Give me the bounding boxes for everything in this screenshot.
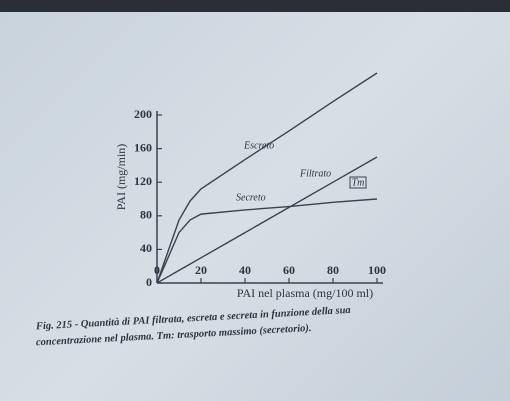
x-tick-label: 0 [154, 263, 160, 277]
x-tick-label: 80 [327, 263, 339, 277]
x-axis-label: PAI nel plasma (mg/100 ml) [237, 286, 373, 300]
y-tick-label: 0 [146, 275, 152, 289]
x-tick-label: 60 [283, 263, 295, 277]
slide: PAI (mg/min) PAI nel plasma (mg/100 ml) … [0, 12, 510, 401]
series-line [157, 73, 377, 283]
y-tick-label: 160 [134, 140, 152, 154]
y-tick-label: 80 [140, 208, 152, 222]
x-tick-label: 40 [239, 263, 251, 277]
series-label: Filtrato [299, 168, 331, 179]
y-tick-label: 120 [134, 174, 152, 188]
y-axis-label: PAI (mg/min) [114, 144, 128, 211]
series-line [157, 199, 377, 283]
series-label: Secreto [236, 192, 266, 203]
x-tick-label: 100 [368, 263, 386, 277]
annotation: Tm [352, 177, 365, 188]
x-tick-label: 20 [195, 263, 207, 277]
series-label: Escreto [243, 140, 274, 151]
y-tick-label: 40 [140, 241, 152, 255]
page: {"chart_data": {"type": "line", "x": [0,… [0, 0, 510, 401]
y-tick-label: 200 [134, 107, 152, 121]
chart: PAI (mg/min) PAI nel plasma (mg/100 ml) … [0, 12, 510, 401]
